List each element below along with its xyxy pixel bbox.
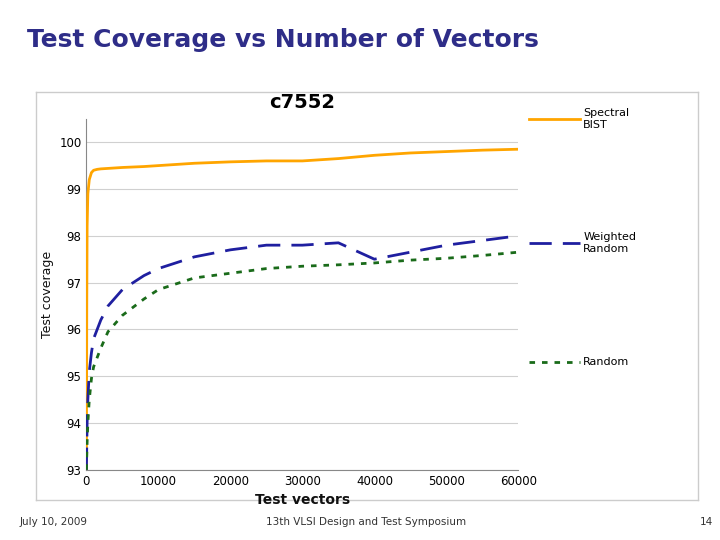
Text: Spectral
BIST: Spectral BIST	[583, 108, 629, 130]
Text: 13th VLSI Design and Test Symposium: 13th VLSI Design and Test Symposium	[266, 517, 467, 528]
Y-axis label: Test coverage: Test coverage	[41, 251, 54, 338]
Text: July 10, 2009: July 10, 2009	[20, 517, 88, 528]
Text: 14: 14	[700, 517, 713, 528]
Text: Test Coverage vs Number of Vectors: Test Coverage vs Number of Vectors	[27, 28, 539, 52]
Text: Random: Random	[583, 357, 629, 367]
Text: Weighted
Random: Weighted Random	[583, 232, 636, 254]
Title: c7552: c7552	[269, 93, 336, 112]
X-axis label: Test vectors: Test vectors	[255, 493, 350, 507]
